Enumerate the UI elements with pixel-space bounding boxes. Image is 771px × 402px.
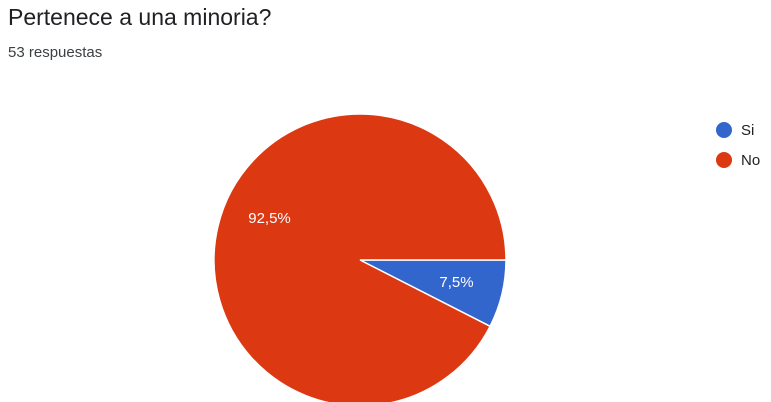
data-label-no: 92,5% bbox=[248, 210, 291, 227]
legend-swatch-si bbox=[716, 122, 732, 138]
legend-swatch-no bbox=[716, 152, 732, 168]
chart-legend: Si No bbox=[716, 115, 760, 175]
legend-item-no[interactable]: No bbox=[716, 145, 760, 175]
legend-label-no: No bbox=[741, 151, 761, 169]
legend-item-si[interactable]: Si bbox=[716, 115, 760, 145]
legend-label-si: Si bbox=[741, 121, 755, 139]
pie-slice-no[interactable] bbox=[213, 113, 507, 402]
response-count: 53 respuestas bbox=[8, 44, 103, 61]
chart-title: Pertenece a una minoria? bbox=[8, 4, 272, 30]
data-label-si: 7,5% bbox=[439, 274, 473, 291]
